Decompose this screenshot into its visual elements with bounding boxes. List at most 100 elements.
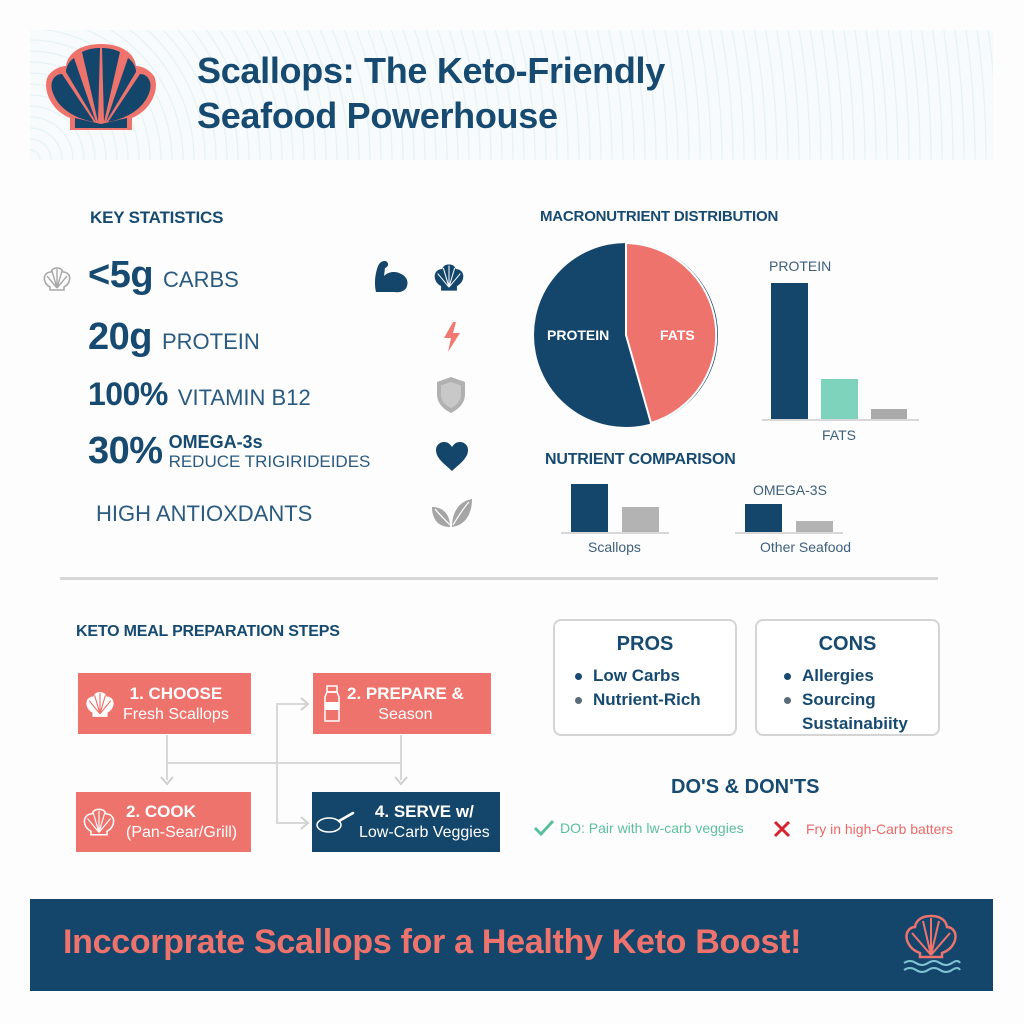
step-text: 1. CHOOSE Fresh Scallops [123,683,229,725]
stat-label-stack: OMEGA-3s REDUCE TRIGIRIDEIDES [168,431,371,471]
stat-omega3: 30% OMEGA-3s REDUCE TRIGIRIDEIDES [88,430,370,473]
stat-carbs: <5g CARBS [88,254,239,297]
connector [400,735,402,780]
connector [276,703,306,705]
shield-icon [437,377,465,413]
header-banner [30,30,993,160]
baseline [735,532,843,534]
macronutrient-bar-chart [762,281,919,421]
scallop-shell-outline-icon [43,267,71,291]
step-subtitle: Season [378,705,433,723]
list-item: Allergies [757,664,938,688]
step-choose: 1. CHOOSE Fresh Scallops [78,673,251,734]
list-item: Sourcing [757,688,938,712]
leaf-icon [432,499,472,527]
cons-item-text: Sourcing [802,690,876,709]
connector [166,735,168,780]
stat-value: 30% [88,430,163,472]
title-line-2: Seafood Powerhouse [197,95,558,136]
bar-chart-baseline [762,419,919,421]
list-item-continuation: Sustainabiity [757,712,938,736]
x-mark-icon [773,820,791,838]
bar-other-secondary [796,521,833,532]
bar-fats [821,379,858,419]
step-text: 2. COOK (Pan-Sear/Grill) [126,801,237,843]
pros-card: PROS Low Carbs Nutrient-Rich [553,619,737,736]
connector [276,822,306,824]
pros-list: Low Carbs Nutrient-Rich [555,664,735,712]
stat-vitamin-b12: 100% VITAMIN B12 [88,376,311,413]
step-title: 4. SERVE w/ [374,802,474,821]
arrow-down-icon [160,776,174,786]
bar-scallops-primary [571,484,608,532]
arrow-down-icon [394,776,408,786]
key-statistics-title: KEY STATISTICS [90,208,224,227]
macronutrient-title: MACRONUTRIENT DISTRIBUTION [540,208,779,225]
stat-value: 20g [88,316,152,358]
dos-donts-title: DO'S & DON'TS [671,776,820,798]
arrow-right-icon [300,697,310,711]
nutrient-comparison-title: NUTRIENT COMPARISON [545,451,736,468]
cons-item-text: Allergies [802,666,874,685]
connector [166,762,402,764]
arrow-right-icon [300,816,310,830]
comparison-label-scallops: Scallops [588,539,641,555]
list-item: Low Carbs [555,664,735,688]
scallop-shell-icon [434,264,464,291]
pros-item-text: Nutrient-Rich [593,690,701,709]
scallop-waves-icon [903,914,961,973]
stat-label: VITAMIN B12 [177,385,311,410]
step-title: 2. COOK [126,802,196,821]
bar-scallops-secondary [622,507,659,532]
step-subtitle: (Pan-Sear/Grill) [126,824,238,841]
cons-title: CONS [818,633,877,655]
bullet [784,697,791,704]
page-title: Scallops: The Keto-Friendly Seafood Powe… [197,48,665,138]
do-text: DO: Pair with lw-carb veggies [560,820,744,836]
comparison-group-scallops [561,483,669,534]
step-text: 4. SERVE w/ Low-Carb Veggies [359,801,490,843]
list-item: Nutrient-Rich [555,688,735,712]
stat-label: PROTEIN [161,329,260,354]
macronutrient-pie-chart [534,242,718,427]
prep-steps-title: KETO MEAL PREPARATION STEPS [76,623,340,640]
bar-chart-bottom-label: FATS [822,427,856,443]
frying-pan-icon [316,811,355,833]
flexed-arm-icon [374,261,408,293]
comparison-annotation: OMEGA-3S [753,482,827,498]
seasoning-jar-icon [324,684,340,722]
stat-value: 100% [88,376,168,412]
bar-other [871,409,907,419]
pie-label-fats: FATS [660,327,695,343]
step-cook: 2. COOK (Pan-Sear/Grill) [76,792,251,852]
do-item: DO: Pair with lw-carb veggies [533,819,744,837]
step-subtitle: Low-Carb Veggies [359,824,490,841]
scallop-shell-icon [86,691,114,717]
stat-protein: 20g PROTEIN [88,316,260,359]
bullet [784,673,791,680]
cons-card: CONS Allergies Sourcing Sustainabiity [755,619,940,736]
stat-value: <5g [88,254,154,296]
stat-sublabel: REDUCE TRIGIRIDEIDES [168,451,371,471]
stat-label: OMEGA-3s [168,431,263,452]
bar-protein [771,283,808,419]
checkmark-icon [533,819,555,837]
step-subtitle: Fresh Scallops [123,705,229,723]
pros-item-text: Low Carbs [593,666,680,685]
bullet [575,673,582,680]
section-divider [60,577,938,580]
scallop-shell-outline-icon [83,808,115,836]
step-prepare: 2. PREPARE & Season [313,673,491,734]
title-line-1: Scallops: The Keto-Friendly [197,50,665,91]
footer-banner: Inccorprate Scallops for a Healthy Keto … [30,899,993,991]
stat-antioxidants: HIGH ANTIOXDANTS [96,501,313,526]
step-text: 2. PREPARE & Season [347,683,464,725]
cons-list: Allergies Sourcing Sustainabiity [757,664,938,736]
step-title: 1. CHOOSE [129,683,223,703]
lightning-bolt-icon [444,322,460,352]
pros-title: PROS [616,633,674,655]
comparison-group-other-seafood [735,503,843,534]
scallop-shell-icon [46,44,156,130]
stat-label: CARBS [163,267,239,292]
bar-other-primary [745,504,782,532]
